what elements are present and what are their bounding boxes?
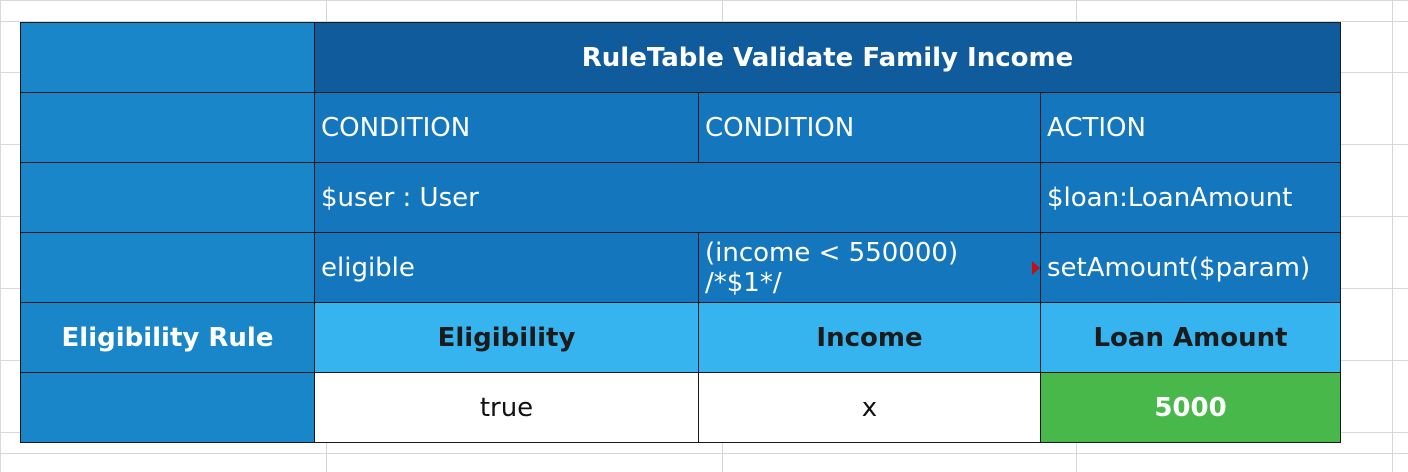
data-cell[interactable]: true [314,372,699,443]
title-row: RuleTable Validate Family Income [20,22,1341,93]
constraint-cell[interactable]: eligible [314,232,699,303]
constraint-cell[interactable]: (income < 550000) /*$1*/ [698,232,1041,303]
grid-line [0,453,1408,454]
constraint-row: eligible (income < 550000) /*$1*/ setAmo… [20,232,1341,303]
cell-empty[interactable] [20,92,315,163]
column-header[interactable]: Loan Amount [1040,302,1341,373]
column-header[interactable]: Eligibility [314,302,699,373]
rule-table-title[interactable]: RuleTable Validate Family Income [314,22,1341,93]
data-cell-loan-amount[interactable]: 5000 [1040,372,1341,443]
condition-type-cell[interactable]: CONDITION [698,92,1041,163]
cell-empty[interactable] [20,22,315,93]
column-header[interactable]: Income [698,302,1041,373]
action-type-cell[interactable]: ACTION [1040,92,1341,163]
grid-line [0,21,1408,22]
condition-type-cell[interactable]: CONDITION [314,92,699,163]
condition-object-cell[interactable]: $user : User [314,162,1041,233]
action-object-cell[interactable]: $loan:LoanAmount [1040,162,1341,233]
comment-indicator-icon[interactable] [1032,261,1040,275]
rule-table: RuleTable Validate Family Income CONDITI… [20,22,1341,443]
action-constraint-cell[interactable]: setAmount($param) [1040,232,1341,303]
object-type-row: $user : User $loan:LoanAmount [20,162,1341,233]
data-row: true x 5000 [20,372,1341,443]
cell-empty[interactable] [20,162,315,233]
data-cell[interactable]: x [698,372,1041,443]
cell-empty[interactable] [20,232,315,303]
cell-empty[interactable] [20,372,315,443]
header-row: Eligibility Rule Eligibility Income Loan… [20,302,1341,373]
side-label-cell[interactable]: Eligibility Rule [20,302,315,373]
type-row: CONDITION CONDITION ACTION [20,92,1341,163]
grid-line [1392,0,1393,472]
constraint-text: (income < 550000) /*$1*/ [705,237,959,298]
